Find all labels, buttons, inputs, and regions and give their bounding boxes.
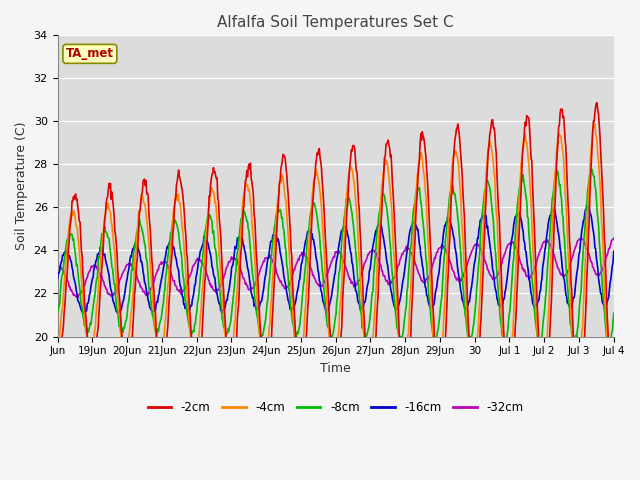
Title: Alfalfa Soil Temperatures Set C: Alfalfa Soil Temperatures Set C [218,15,454,30]
Y-axis label: Soil Temperature (C): Soil Temperature (C) [15,121,28,250]
X-axis label: Time: Time [320,362,351,375]
Legend: -2cm, -4cm, -8cm, -16cm, -32cm: -2cm, -4cm, -8cm, -16cm, -32cm [143,396,529,419]
Text: TA_met: TA_met [66,48,114,60]
